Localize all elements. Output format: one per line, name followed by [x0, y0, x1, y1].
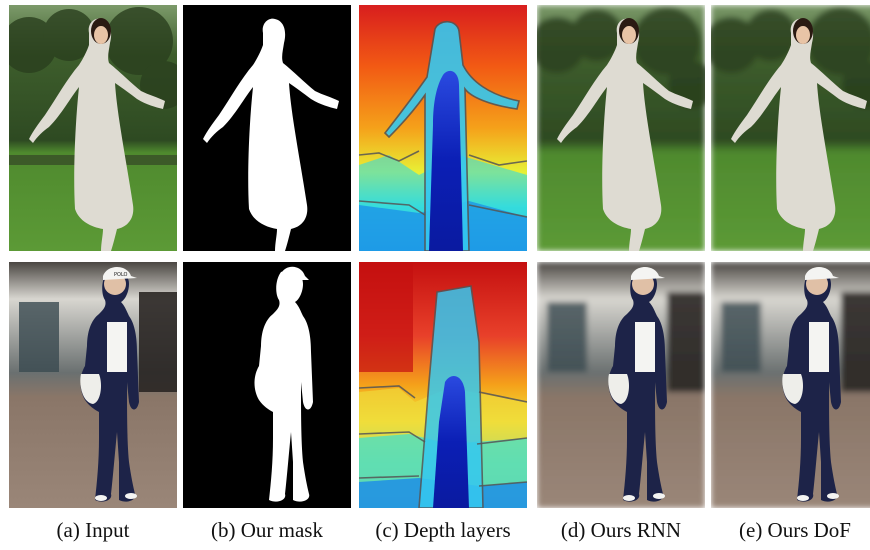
row1-ours-rnn [537, 5, 705, 251]
row2-ours-rnn [537, 262, 705, 508]
row1-input-photo [9, 5, 177, 251]
caption-our-mask: (b) Our mask [211, 518, 323, 542]
caption-ours-dof: (e) Ours DoF [739, 518, 851, 542]
cap-text: POLO [114, 272, 128, 278]
row2-ours-dof [711, 262, 870, 508]
row2-input-photo: POLO [9, 262, 177, 508]
caption-depth-layers: (c) Depth layers [375, 518, 511, 542]
caption-ours-rnn: (d) Ours RNN [560, 518, 682, 542]
row2-mask [183, 262, 351, 508]
caption-input: (a) Input [56, 518, 130, 542]
row1-mask [183, 5, 351, 251]
row1-depth-layers [359, 5, 527, 251]
row2-depth-layers [359, 262, 527, 508]
row1-ours-dof [711, 5, 870, 251]
